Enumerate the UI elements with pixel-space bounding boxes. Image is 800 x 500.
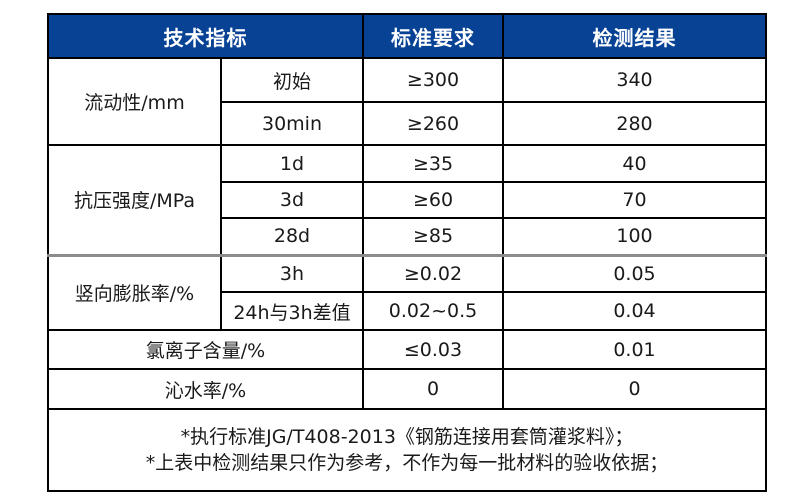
sub-item-cell: 3h	[220, 253, 364, 293]
table-row-fluidity-initial: 流动性/mm 初始 ≥300 340	[47, 57, 767, 146]
standard-cell: ≥0.02	[362, 253, 504, 293]
row-label-chloride-content: 氯离子含量/%	[47, 329, 364, 370]
footnote-cell: *执行标准JG/T408-2013《钢筋连接用套筒灌浆料》； *上表中检测结果只…	[47, 408, 767, 492]
table-row-strength-28d: 28d ≥85 100	[48, 217, 767, 256]
footnote-line-disclaimer: *上表中检测结果只作为参考，不作为每一批材料的验收依据；	[145, 452, 669, 474]
result-cell: 340	[502, 57, 767, 103]
result-cell: 40	[502, 144, 767, 183]
result-cell: 0.01	[502, 329, 767, 370]
sub-item-cell: 1d	[220, 144, 364, 183]
table-row-strength-1d: 抗压强度/MPa 1d ≥35 40	[47, 144, 767, 256]
result-cell: 100	[502, 217, 767, 256]
result-cell: 0	[502, 368, 767, 410]
spec-table: 技术指标 标准要求 检测结果 流动性/mm 初始 ≥300 340 30min …	[47, 13, 767, 492]
footnote-row: *执行标准JG/T408-2013《钢筋连接用套筒灌浆料》； *上表中检测结果只…	[47, 408, 767, 492]
table-row-strength-3d: 3d ≥60 70	[48, 181, 767, 219]
sub-item-cell: 30min	[220, 101, 364, 146]
standard-cell: 0.02~0.5	[362, 291, 504, 331]
row-label-compressive-strength: 抗压强度/MPa	[47, 144, 222, 256]
table-row-bleeding: 沁水率/% 0 0	[47, 368, 767, 410]
result-cell: 280	[502, 101, 767, 146]
standard-cell: ≥35	[362, 144, 504, 183]
spec-table-container: 技术指标 标准要求 检测结果 流动性/mm 初始 ≥300 340 30min …	[47, 13, 767, 492]
result-cell: 70	[502, 181, 767, 219]
row-label-vertical-expansion: 竖向膨胀率/%	[47, 253, 222, 331]
standard-cell: ≥85	[362, 217, 504, 256]
standard-cell: ≥260	[362, 101, 504, 146]
sub-item-cell: 3d	[220, 181, 364, 219]
header-indicator: 技术指标	[47, 13, 364, 59]
standard-cell: ≤0.03	[362, 329, 504, 370]
row-label-fluidity: 流动性/mm	[47, 57, 222, 146]
standard-cell: 0	[362, 368, 504, 410]
sub-item-cell: 28d	[220, 217, 364, 256]
row-label-bleeding-rate: 沁水率/%	[47, 368, 364, 410]
header-standard: 标准要求	[362, 13, 504, 59]
sub-item-cell: 初始	[220, 57, 364, 103]
standard-cell: ≥60	[362, 181, 504, 219]
result-cell: 0.05	[502, 253, 767, 293]
table-row-chloride: 氯离子含量/% ≤0.03 0.01	[47, 329, 767, 370]
header-row: 技术指标 标准要求 检测结果	[47, 13, 767, 59]
table-row-expansion-diff: 24h与3h差值 0.02~0.5 0.04	[48, 291, 767, 331]
sub-item-cell: 24h与3h差值	[220, 291, 364, 331]
table-row-expansion-3h: 竖向膨胀率/% 3h ≥0.02 0.05	[47, 253, 767, 331]
result-cell: 0.04	[502, 291, 767, 331]
standard-cell: ≥300	[362, 57, 504, 103]
table-row-fluidity-30min: 30min ≥260 280	[48, 101, 767, 146]
header-result: 检测结果	[502, 13, 767, 59]
footnote-line-standard: *执行标准JG/T408-2013《钢筋连接用套筒灌浆料》；	[180, 426, 634, 448]
